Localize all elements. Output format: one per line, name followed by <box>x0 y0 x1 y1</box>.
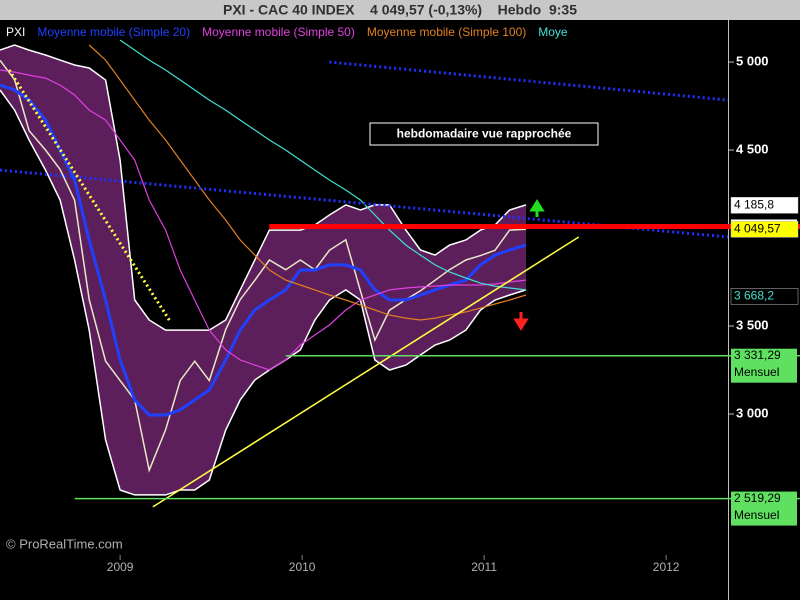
series-line <box>0 83 527 417</box>
level-sublabel: Mensuel <box>734 365 779 379</box>
level-label: 3 331,29 <box>734 348 781 362</box>
price-label-box <box>730 221 799 238</box>
y-tick-label: 4 500 <box>736 141 769 156</box>
down-arrow <box>513 312 529 331</box>
title-bar <box>0 0 800 20</box>
price-label-box <box>730 197 799 214</box>
band-lower <box>0 89 527 496</box>
legend-entry: Moyenne mobile (Simple 50) <box>202 25 355 39</box>
y-tick-label: 5 000 <box>736 53 769 68</box>
up-arrow <box>529 199 545 217</box>
level-label-box <box>731 348 797 383</box>
band-upper <box>0 44 527 331</box>
trendline <box>0 168 728 239</box>
series-line <box>119 39 527 291</box>
trendline <box>152 236 580 508</box>
legend-entry: Moye <box>538 25 568 39</box>
annotation-box <box>369 122 599 146</box>
legend-entry: Moyenne mobile (Simple 20) <box>37 25 190 39</box>
legend-entry: PXI <box>6 25 25 39</box>
series-line <box>0 59 527 473</box>
level-label-box <box>731 491 797 526</box>
x-tick-label: 2011 <box>471 560 497 574</box>
x-tick-label: 2012 <box>653 560 680 574</box>
series-line <box>0 69 527 371</box>
watermark: © ProRealTime.com <box>6 536 123 551</box>
legend-entry: Moyenne mobile (Simple 100) <box>367 25 526 39</box>
price-label: 3 668,2 <box>734 289 774 303</box>
y-tick-label: 3 000 <box>736 405 769 420</box>
level-label: 2 519,29 <box>734 491 781 505</box>
plot-area <box>0 39 728 508</box>
chart-title: PXI - CAC 40 INDEX 4 049,57 (-0,13%) Heb… <box>223 2 577 18</box>
x-tick-label: 2010 <box>289 560 316 574</box>
price-label-box <box>730 288 799 305</box>
price-label: 4 049,57 <box>734 221 781 235</box>
price-label: 4 185,8 <box>734 198 774 212</box>
annotation: hebdomadaire vue rapprochée <box>397 127 572 141</box>
y-tick-label: 3 500 <box>736 317 769 332</box>
trendline <box>329 60 728 102</box>
level-sublabel: Mensuel <box>734 508 779 522</box>
x-tick-label: 2009 <box>107 560 134 574</box>
series-line <box>88 44 527 321</box>
